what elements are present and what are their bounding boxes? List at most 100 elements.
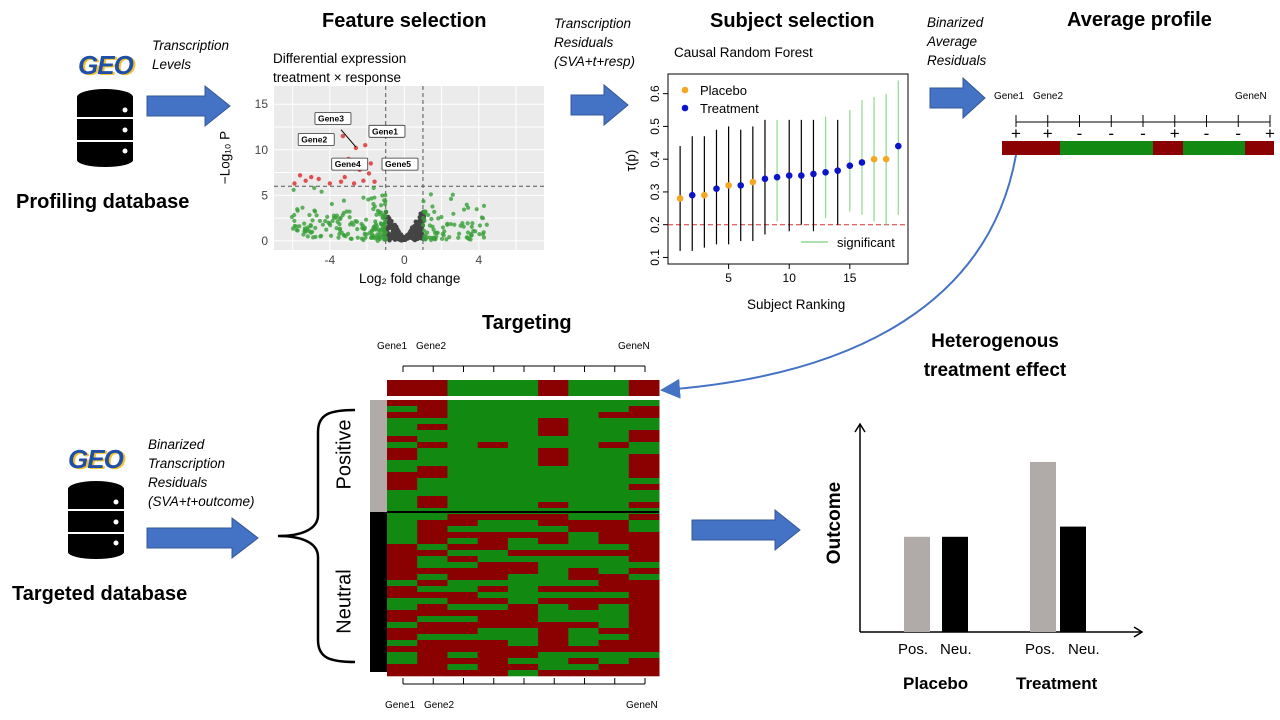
heatmap-cell: [598, 454, 630, 461]
heatmap-cell: [568, 472, 600, 479]
heatmap-cell: [568, 580, 600, 587]
estimate-point: [749, 178, 757, 186]
heatmap-cell: [417, 658, 448, 665]
targeting-title: Targeting: [482, 312, 572, 334]
heatmap-cell: [598, 538, 630, 545]
heatmap-cell: [477, 484, 509, 491]
heatmap-cell: [568, 406, 600, 413]
heatmap-cell: [598, 616, 630, 623]
brace-icon: [277, 408, 356, 664]
heatmap-cell: [598, 496, 630, 503]
volcano-point: [292, 212, 297, 218]
heatmap-cell: [387, 604, 418, 611]
heatmap-cell: [387, 670, 418, 677]
volcano-point-significant: [351, 181, 357, 186]
volcano-point: [328, 223, 333, 228]
y-axis-arrowhead: [854, 422, 866, 433]
heatmap-cell: [387, 526, 418, 533]
volcano-point: [380, 193, 385, 198]
heatmap-cell: [628, 436, 660, 443]
heatmap-cell: [568, 562, 600, 569]
forest-xlabel: Subject Ranking: [747, 297, 846, 312]
heatmap-cell: [568, 664, 600, 671]
bar-label-treatment-neu: Neu.: [1068, 641, 1100, 658]
heatmap-cell: [507, 574, 539, 581]
heatmap-cell: [507, 622, 539, 629]
volcano-point: [436, 216, 441, 221]
heatmap-cell: [387, 436, 418, 443]
volcano-point: [377, 212, 383, 217]
heatmap-cell: [568, 604, 600, 611]
heatmap-cell: [538, 472, 569, 479]
transcription-levels-label: Transcription Levels: [152, 38, 230, 72]
volcano-point: [369, 229, 374, 234]
heatmap-cell: [387, 466, 418, 473]
heatmap-cell: [417, 610, 448, 617]
heatmap-cell: [538, 592, 569, 599]
heatmap-cell: [477, 412, 509, 419]
volcano-point: [314, 213, 319, 218]
volcano-point: [363, 232, 369, 237]
volcano-point: [398, 234, 403, 239]
heatmap-cell: [417, 484, 448, 491]
binarized-average-label: Binarized Average Residuals: [927, 15, 987, 68]
volcano-point: [479, 215, 484, 220]
heatmap-cell: [507, 526, 539, 533]
forest-ytick: 0.5: [648, 118, 662, 135]
heatmap-cell: [538, 562, 569, 569]
heatmap-cell: [598, 472, 630, 479]
heatmap-cell: [417, 436, 448, 443]
heatmap-cell: [538, 514, 569, 521]
heatmap-cell: [628, 502, 660, 509]
volcano-point: [294, 224, 299, 229]
heatmap-cell: [507, 598, 539, 605]
volcano-point: [312, 185, 317, 191]
profile-gene2-label: Gene2: [1033, 91, 1064, 102]
heatmap-cell: [507, 646, 539, 653]
heatmap-cell: [477, 478, 509, 485]
volcano-point: [468, 233, 474, 238]
heatmap-cell: [477, 448, 509, 455]
heatmap-gene1-bottom: Gene1: [385, 700, 416, 711]
gene-label-box: [368, 124, 406, 138]
bar-treatment-pos: [1030, 462, 1056, 632]
heatmap-cell: [507, 430, 539, 437]
estimate-point: [798, 172, 805, 179]
heatmap-cell: [417, 646, 448, 653]
volcano-point: [340, 213, 345, 218]
outcome-ylabel: Outcome: [824, 481, 845, 565]
volcano-point: [458, 223, 463, 228]
heatmap-cell: [538, 604, 569, 611]
estimate-point: [701, 191, 708, 199]
heatmap-cell: [538, 532, 569, 539]
volcano-point: [348, 236, 353, 241]
heatmap-cell: [507, 514, 539, 521]
heatmap-cell: [417, 556, 448, 563]
heatmap-cell: [568, 514, 600, 521]
volcano-point: [456, 231, 462, 236]
volcano-point: [371, 206, 376, 212]
volcano-point: [432, 209, 437, 215]
heatmap-cell: [477, 622, 509, 629]
volcano-point: [295, 208, 300, 213]
heatmap-cell: [538, 484, 569, 491]
forest-xtick: 5: [725, 271, 732, 285]
heatmap-cell: [568, 418, 600, 425]
volcano-point: [373, 219, 378, 224]
heatmap-cell: [628, 550, 660, 557]
heatmap-cell: [568, 568, 600, 575]
volcano-point: [481, 203, 487, 208]
heatmap-cell: [568, 520, 600, 527]
volcano-point: [310, 229, 315, 234]
volcano-point: [295, 228, 300, 233]
volcano-ytick: 0: [261, 234, 268, 248]
volcano-point: [444, 237, 449, 242]
curved-arrow-profile-to-heatmap: [660, 154, 1017, 399]
heatmap-profile-cell: [477, 380, 509, 396]
volcano-point: [374, 212, 379, 217]
heatmap-cell: [447, 544, 479, 551]
heatmap-cell: [538, 406, 569, 413]
volcano-point-significant: [368, 161, 374, 166]
heatmap-cell: [598, 568, 630, 575]
volcano-point: [310, 218, 315, 223]
